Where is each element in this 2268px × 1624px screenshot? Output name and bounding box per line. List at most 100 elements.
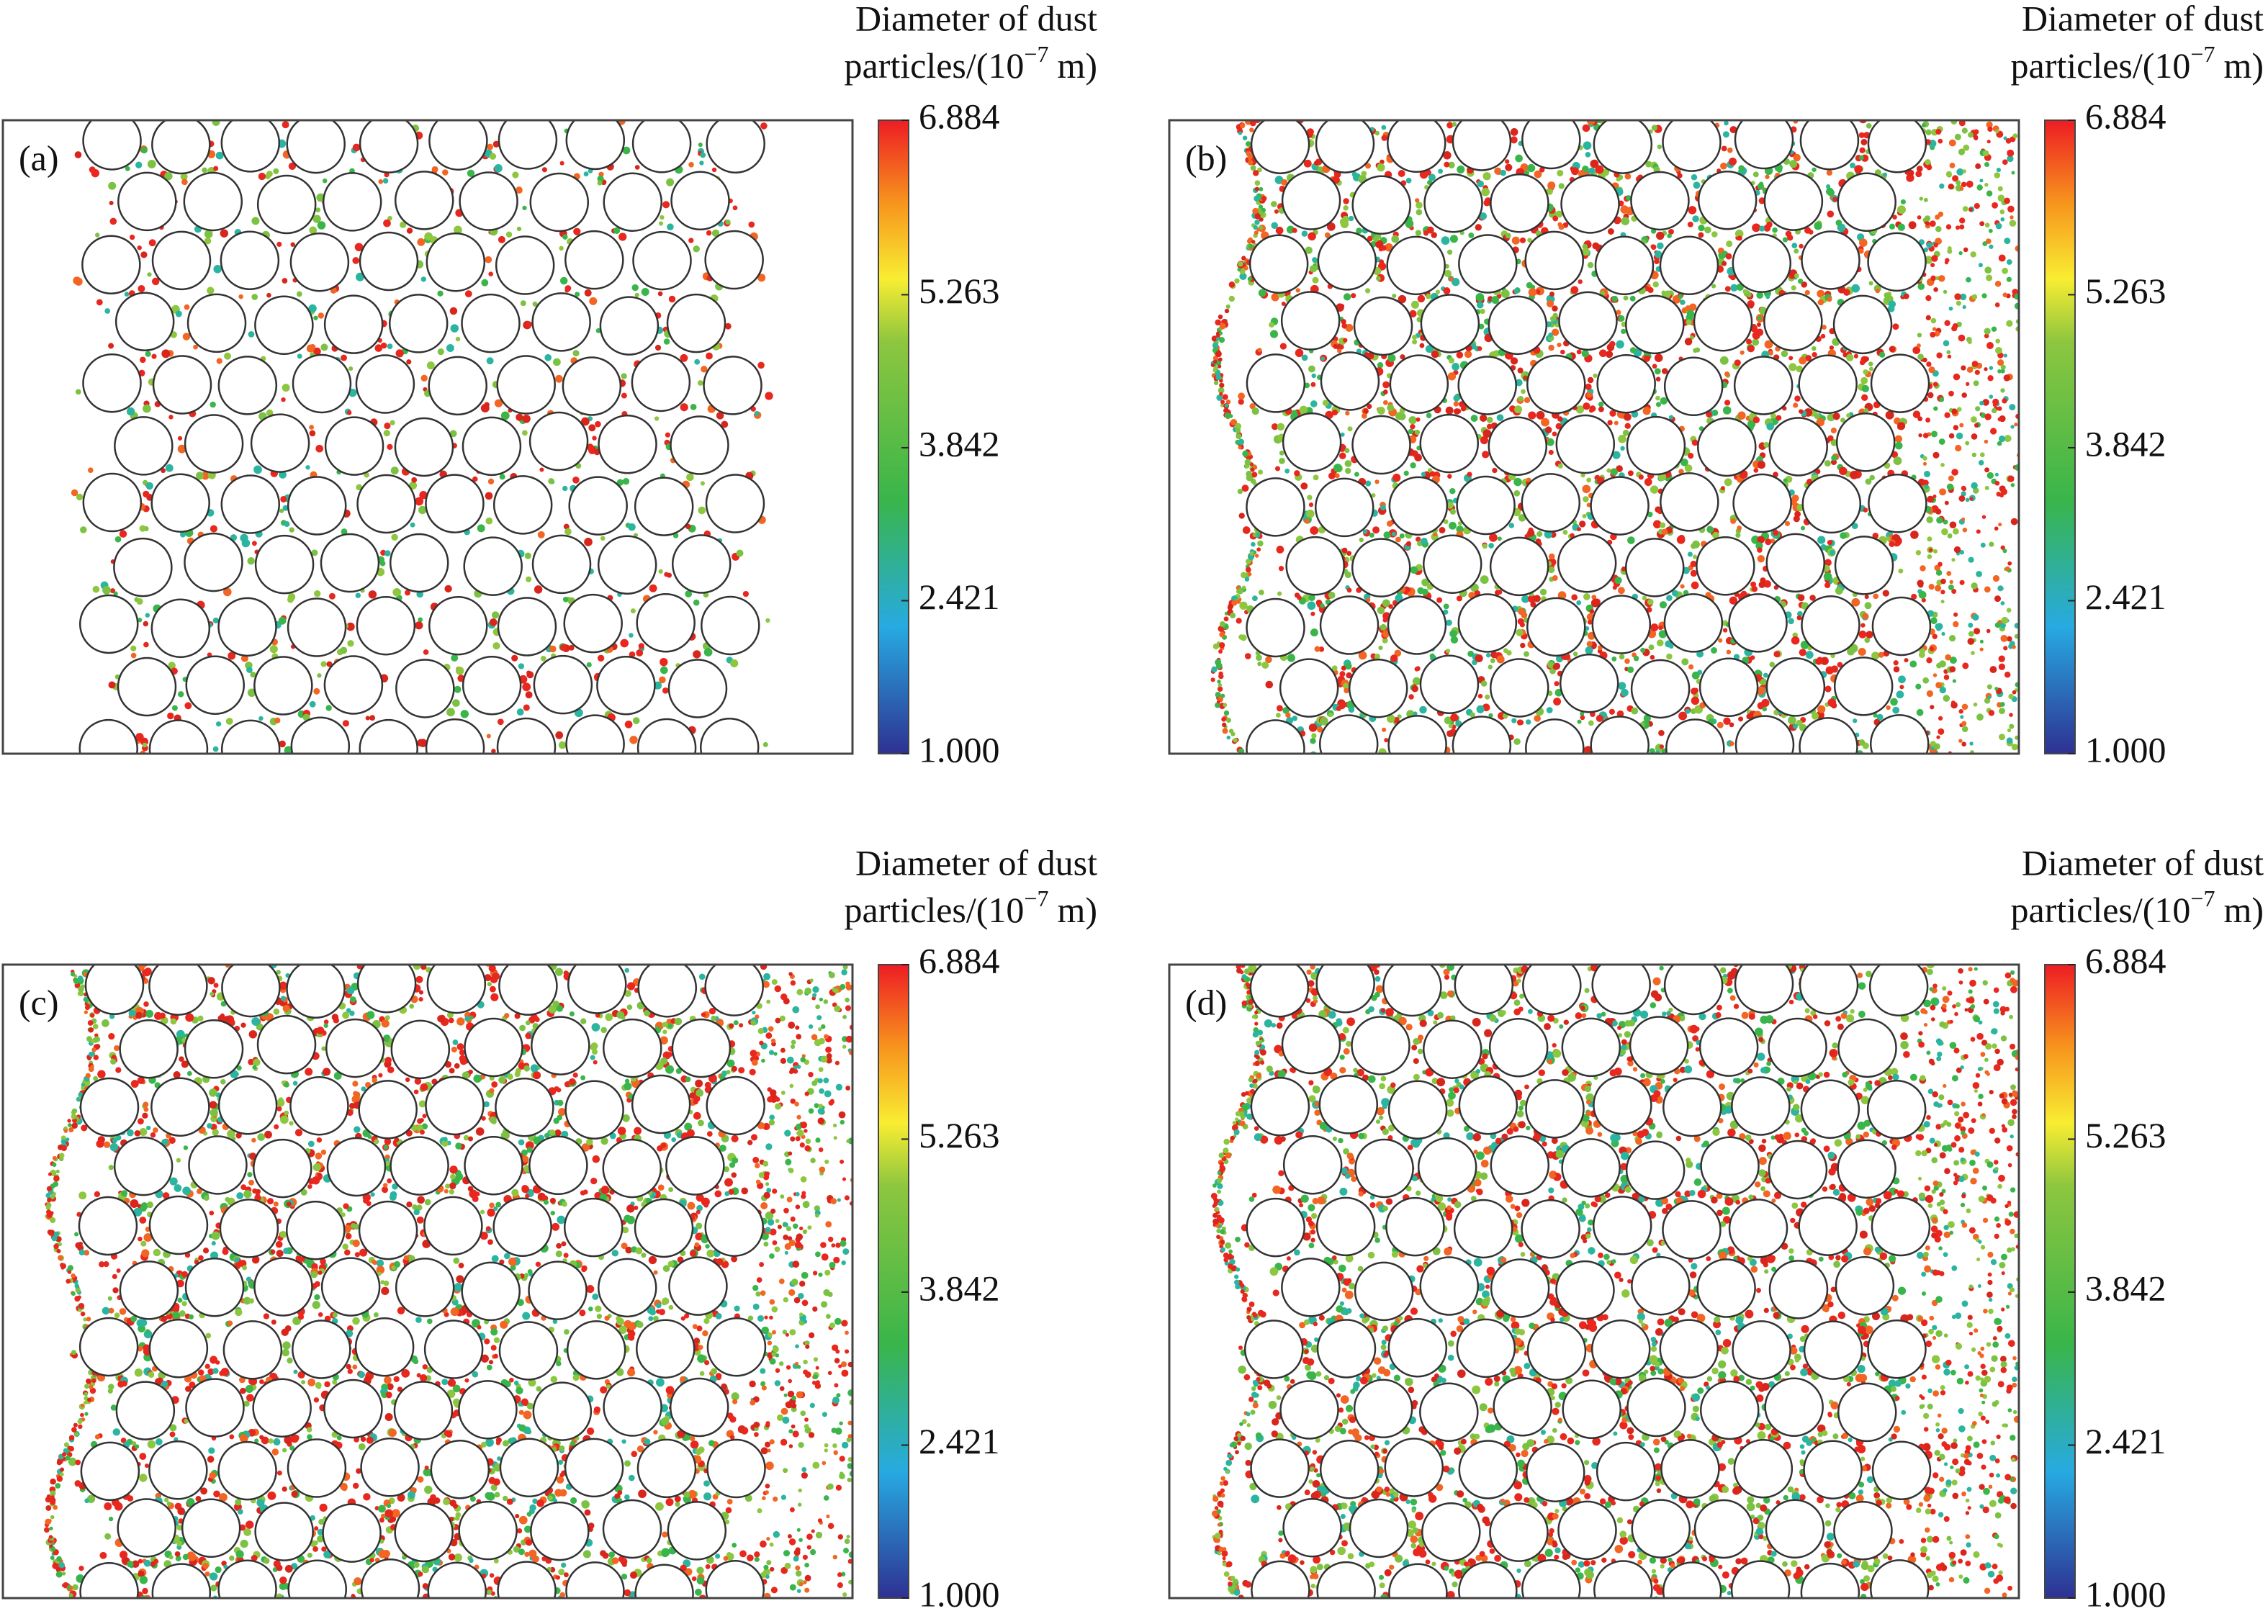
particle	[1281, 179, 1288, 186]
obstacle	[462, 655, 522, 716]
particle	[1585, 646, 1593, 654]
particle	[2003, 136, 2007, 140]
particle	[1824, 685, 1832, 693]
particle	[1912, 346, 1921, 354]
obstacle	[1387, 120, 1446, 173]
particle	[418, 505, 427, 515]
particle	[711, 229, 720, 238]
particle	[143, 1001, 149, 1007]
particle	[1520, 767, 1525, 772]
particle	[384, 1015, 390, 1021]
particle	[248, 1298, 254, 1304]
particle	[1446, 619, 1452, 626]
particle	[1894, 441, 1903, 450]
particle	[1362, 413, 1367, 419]
particle	[1611, 295, 1619, 302]
particle	[1381, 125, 1387, 130]
particle	[1244, 459, 1251, 466]
particle	[253, 1058, 261, 1066]
obstacle	[1287, 778, 1344, 836]
obstacle	[1732, 233, 1792, 293]
particle	[1934, 564, 1940, 572]
particle	[1999, 708, 2005, 715]
particle	[1690, 560, 1697, 567]
particle	[558, 741, 567, 749]
particle	[153, 773, 158, 778]
particle	[1724, 478, 1732, 487]
particle	[1804, 289, 1810, 296]
obstacle	[596, 655, 656, 716]
obstacle	[1732, 473, 1792, 533]
particle	[499, 474, 505, 480]
particle	[664, 810, 671, 817]
particle	[539, 467, 544, 472]
particle	[1958, 120, 1966, 127]
particle	[1827, 540, 1833, 546]
particle	[2004, 197, 2010, 204]
obstacle	[671, 534, 732, 594]
particle	[252, 1065, 257, 1070]
particle	[1436, 597, 1443, 603]
particle	[1943, 519, 1948, 525]
particle	[407, 954, 415, 962]
particle	[1570, 286, 1579, 294]
particle	[227, 1129, 235, 1138]
particle	[672, 108, 680, 115]
obstacle	[322, 172, 382, 232]
particle	[556, 1005, 563, 1012]
particle	[1686, 310, 1695, 318]
particle	[1984, 328, 1991, 335]
particle	[765, 1212, 774, 1220]
particle	[139, 525, 146, 532]
particle	[1826, 169, 1833, 176]
obstacle	[82, 120, 142, 171]
particle	[1421, 578, 1429, 587]
particle	[1230, 418, 1237, 425]
particle	[1354, 472, 1359, 477]
particle	[1611, 468, 1618, 476]
particle	[1938, 438, 1945, 445]
particle	[423, 649, 429, 655]
particle	[575, 292, 580, 297]
particle	[1635, 834, 1643, 842]
particle	[361, 1086, 366, 1092]
obstacle	[1868, 474, 1927, 533]
particle	[342, 1243, 348, 1250]
particle	[1995, 346, 2002, 354]
particle	[638, 643, 644, 649]
obstacle	[564, 230, 624, 290]
particle	[1343, 682, 1349, 689]
particle	[572, 1072, 578, 1078]
particle	[1261, 662, 1269, 669]
particle	[500, 775, 508, 783]
obstacle	[220, 230, 280, 290]
particle	[2014, 423, 2018, 427]
particle	[1492, 467, 1498, 474]
particle	[1678, 111, 1684, 117]
particle	[1757, 547, 1763, 553]
particle	[1693, 787, 1699, 793]
particle	[1642, 766, 1647, 770]
particle	[1996, 168, 2001, 173]
particle	[593, 1060, 598, 1065]
particle	[1621, 217, 1630, 226]
particle	[1973, 135, 1979, 140]
particle	[1826, 800, 1835, 809]
particle	[1576, 527, 1582, 532]
particle	[1987, 695, 1992, 700]
particle	[660, 1036, 668, 1045]
particle	[1398, 170, 1405, 177]
particle	[757, 361, 765, 369]
simulation	[1210, 111, 2019, 842]
particle	[381, 1186, 389, 1194]
particle	[1659, 601, 1668, 609]
particle	[1765, 785, 1770, 790]
particle	[1271, 111, 1276, 116]
particle	[1249, 551, 1254, 556]
particle	[1930, 430, 1938, 438]
particle	[1480, 308, 1485, 315]
particle	[1984, 698, 1991, 704]
obstacle	[461, 293, 521, 353]
particle	[722, 826, 727, 831]
particle	[1533, 776, 1539, 782]
